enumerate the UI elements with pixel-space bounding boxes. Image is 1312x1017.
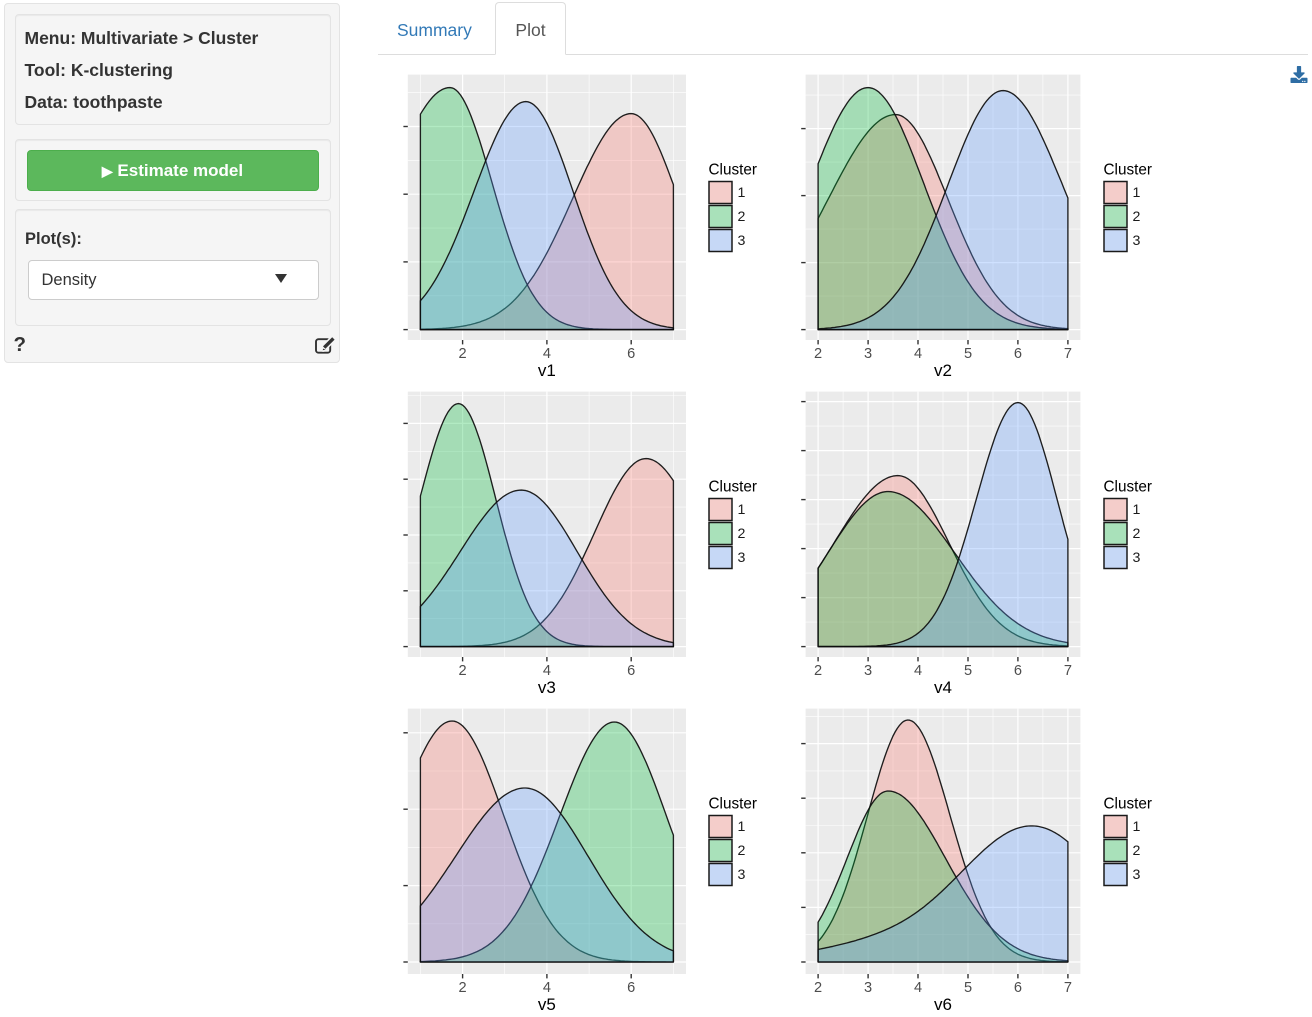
svg-text:Cluster: Cluster: [1104, 796, 1152, 813]
svg-text:3: 3: [864, 663, 872, 679]
svg-text:Cluster: Cluster: [1104, 479, 1152, 496]
svg-text:4: 4: [914, 663, 922, 679]
svg-text:1: 1: [1133, 185, 1141, 201]
svg-text:1: 1: [738, 819, 746, 835]
svg-text:6: 6: [627, 980, 635, 996]
svg-text:6: 6: [1014, 980, 1022, 996]
svg-text:v3: v3: [538, 678, 556, 697]
svg-text:7: 7: [1064, 663, 1072, 679]
svg-text:4: 4: [543, 663, 551, 679]
svg-text:v4: v4: [934, 678, 952, 697]
svg-text:4: 4: [914, 980, 922, 996]
svg-text:2: 2: [1133, 209, 1141, 225]
svg-text:6: 6: [1014, 346, 1022, 362]
svg-text:2: 2: [814, 663, 822, 679]
svg-text:1: 1: [1133, 502, 1141, 518]
svg-text:3: 3: [864, 346, 872, 362]
svg-text:1: 1: [738, 185, 746, 201]
svg-text:3: 3: [864, 980, 872, 996]
svg-text:5: 5: [964, 663, 972, 679]
svg-text:2: 2: [814, 980, 822, 996]
svg-text:Cluster: Cluster: [1104, 162, 1152, 179]
svg-text:3: 3: [1133, 867, 1141, 883]
svg-text:3: 3: [738, 233, 746, 249]
svg-text:6: 6: [627, 346, 635, 362]
svg-text:1: 1: [1133, 819, 1141, 835]
svg-text:v6: v6: [934, 995, 952, 1014]
svg-text:3: 3: [738, 550, 746, 566]
svg-text:4: 4: [543, 980, 551, 996]
svg-text:2: 2: [459, 980, 467, 996]
svg-text:6: 6: [1014, 663, 1022, 679]
svg-text:5: 5: [964, 346, 972, 362]
svg-text:1: 1: [738, 502, 746, 518]
svg-text:2: 2: [738, 526, 746, 542]
svg-text:4: 4: [914, 346, 922, 362]
svg-text:5: 5: [964, 980, 972, 996]
svg-text:Cluster: Cluster: [709, 479, 757, 496]
svg-text:Cluster: Cluster: [709, 162, 757, 179]
svg-text:2: 2: [738, 209, 746, 225]
svg-text:v1: v1: [538, 361, 556, 380]
svg-text:2: 2: [738, 843, 746, 859]
svg-text:2: 2: [1133, 843, 1141, 859]
svg-text:2: 2: [459, 346, 467, 362]
svg-text:6: 6: [627, 663, 635, 679]
svg-text:2: 2: [814, 346, 822, 362]
svg-text:3: 3: [738, 867, 746, 883]
svg-text:v2: v2: [934, 361, 952, 380]
svg-text:3: 3: [1133, 233, 1141, 249]
svg-text:7: 7: [1064, 346, 1072, 362]
svg-text:Cluster: Cluster: [709, 796, 757, 813]
svg-text:v5: v5: [538, 995, 556, 1014]
svg-text:3: 3: [1133, 550, 1141, 566]
svg-text:7: 7: [1064, 980, 1072, 996]
svg-text:2: 2: [459, 663, 467, 679]
svg-text:2: 2: [1133, 526, 1141, 542]
svg-text:4: 4: [543, 346, 551, 362]
